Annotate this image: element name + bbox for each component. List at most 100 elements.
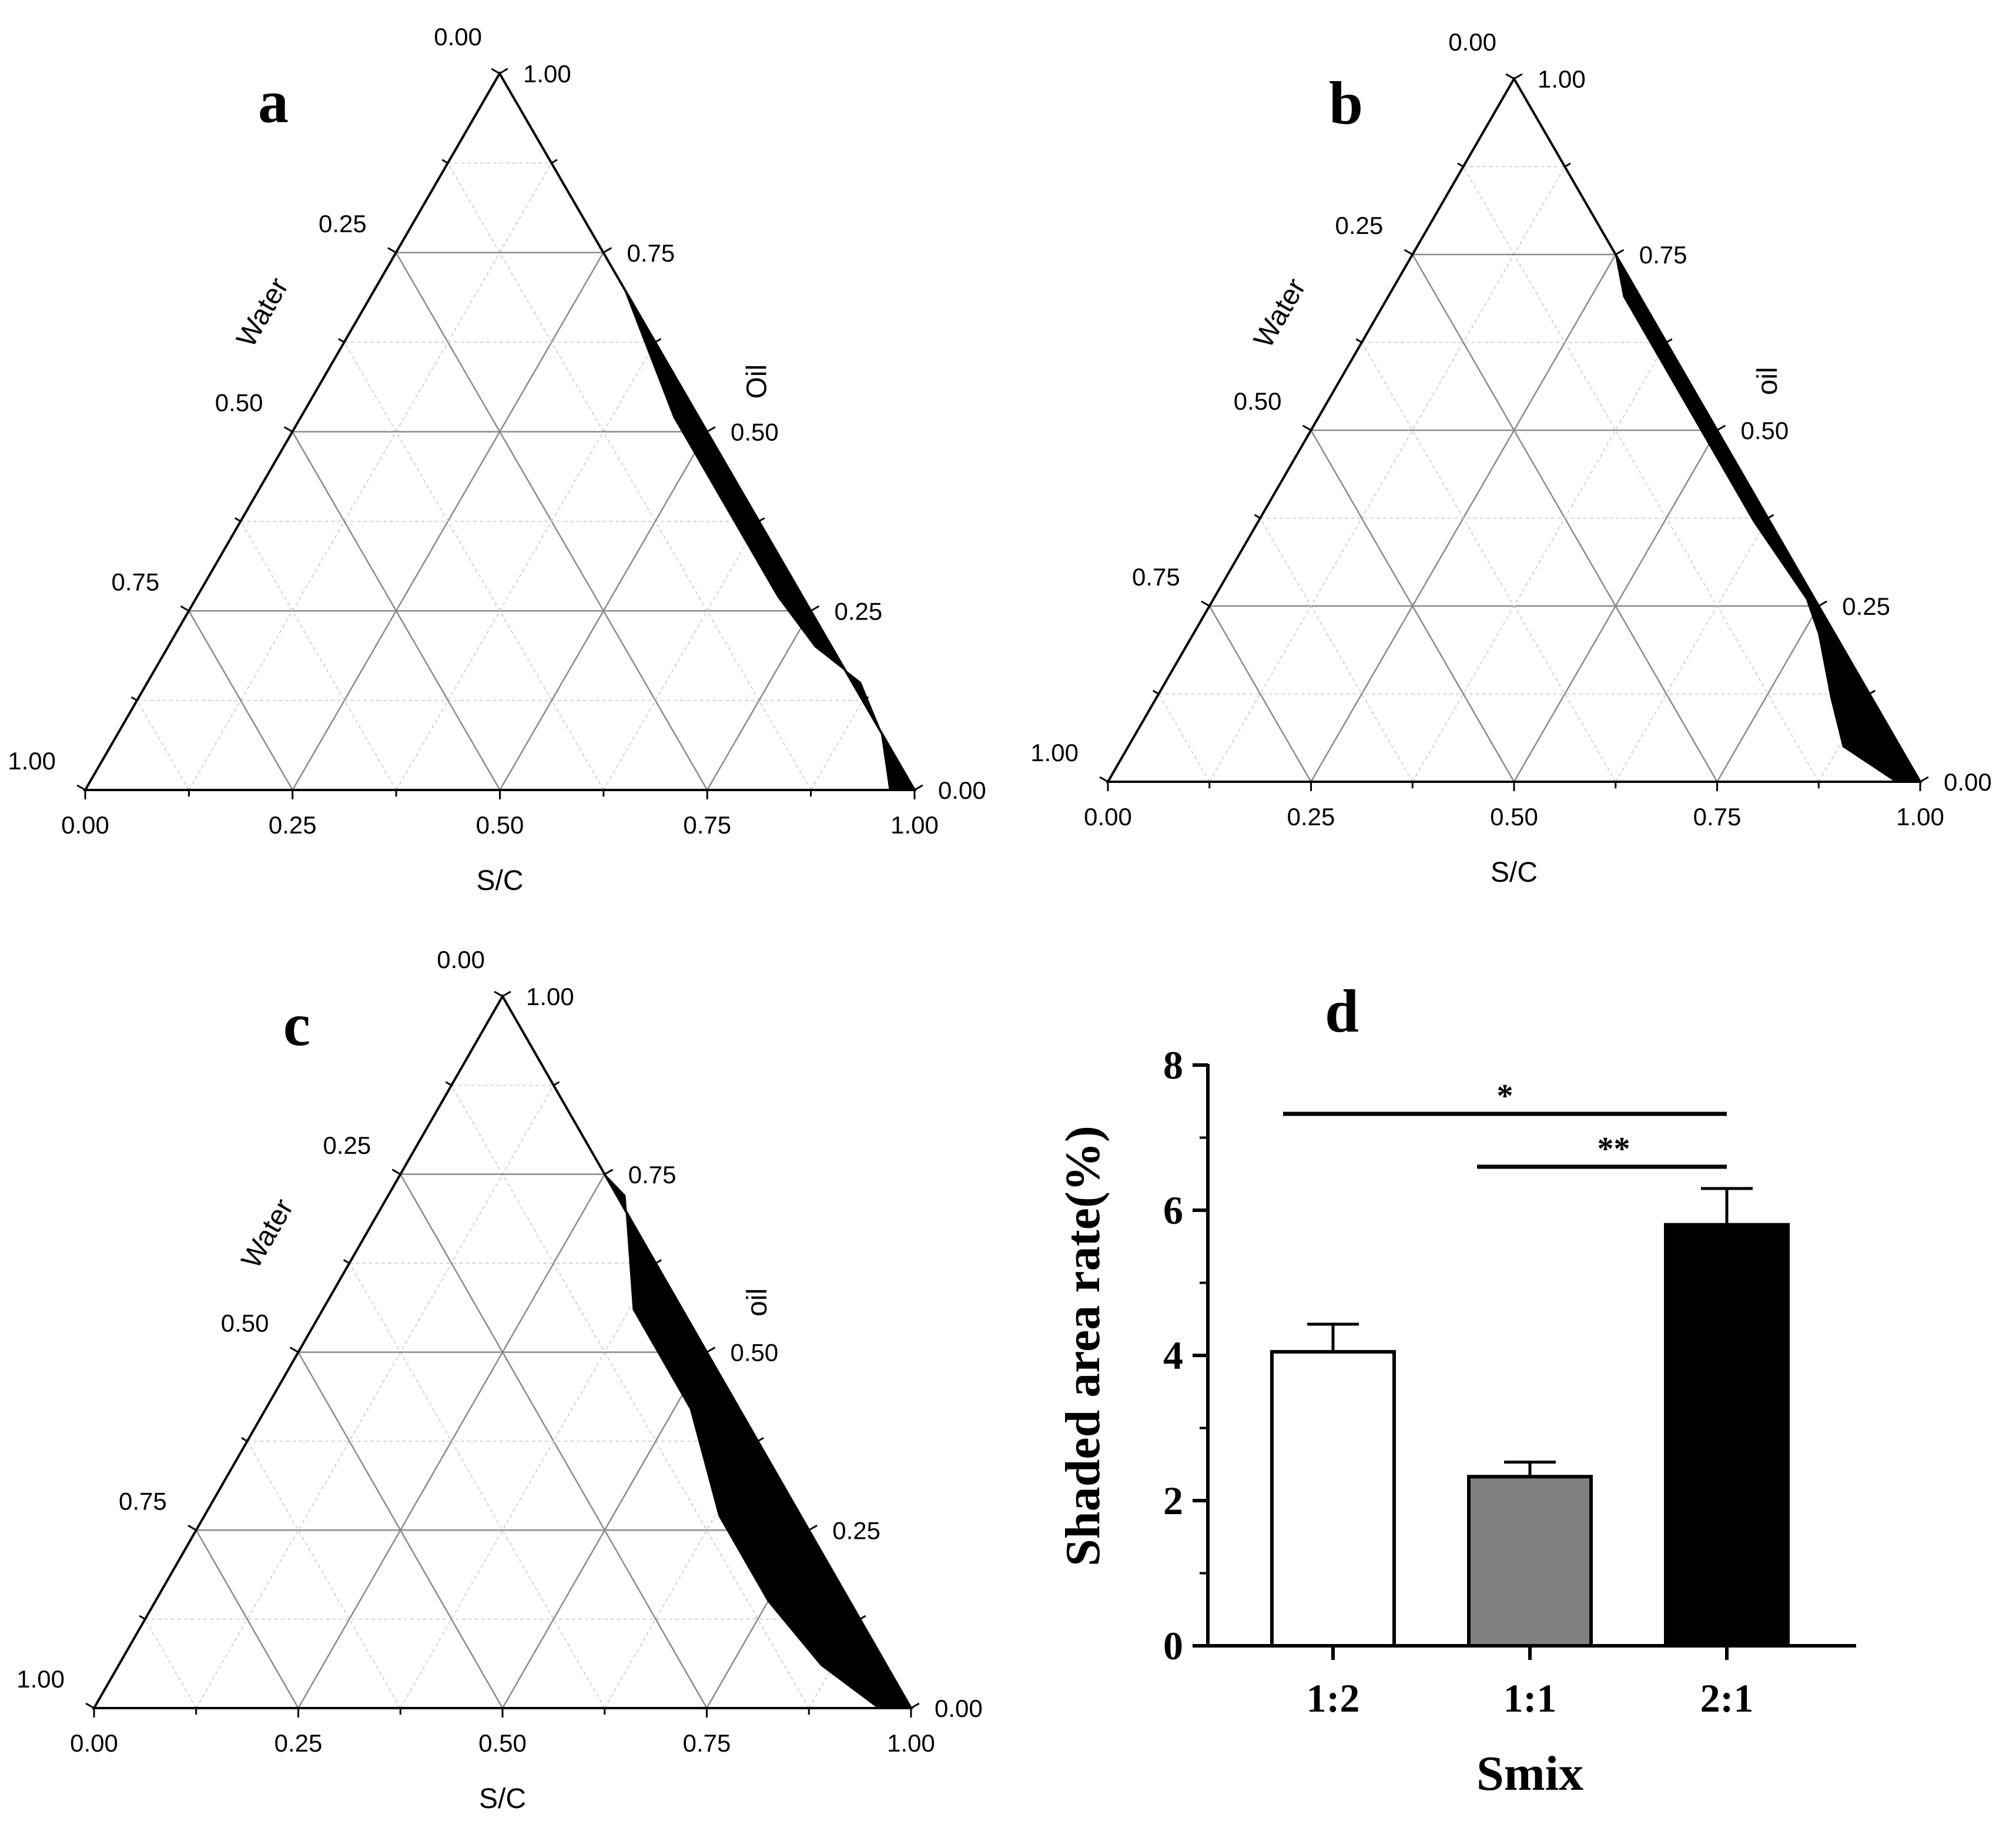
grid-line [1208,605,1312,782]
bottom-tick-label: 1.00 [890,811,939,839]
axis-tick [180,605,190,612]
grid-line [297,1351,504,1709]
grid-line [195,1529,299,1709]
axis-tick [494,990,503,997]
y-tick-label: 8 [1163,1043,1183,1087]
bottom-tick-label: 1.00 [887,1729,935,1757]
ternary-panel-c: 0.00 0.25 0.50 0.75 1.000.000.250.500.751.00… [16,946,983,1814]
right-tick-label: 1.00 [523,60,571,88]
x-axis-title: Smix [1476,1746,1583,1801]
bottom-tick-label: 0.00 [1084,803,1132,831]
axis-tick [910,1702,920,1709]
axis-tick [1505,73,1515,80]
axis-tick [1868,689,1876,695]
y-tick-label: 6 [1163,1188,1183,1233]
x-tick-label: 1:1 [1503,1676,1557,1720]
right-tick-label: 0.50 [1741,417,1789,444]
right-axis-title: oil [742,1288,773,1317]
grid-line [240,521,397,791]
right-tick-label: 0.50 [731,419,779,446]
axis-tick [130,696,138,701]
right-axis-title: oil [1752,367,1783,395]
right-tick-label: 1.00 [526,983,574,1010]
axis-tick [1152,689,1160,695]
left-tick-label: 0.75 [119,1487,167,1515]
axis-tick [139,1615,146,1620]
axis-tick [553,1081,560,1086]
axis-tick [1818,600,1827,607]
axis-tick [1302,424,1312,431]
axis-tick [234,517,242,523]
bottom-tick-label: 0.25 [274,1729,323,1757]
left-tick-label: 0.00 [434,23,482,51]
bar-2:1 [1664,1223,1790,1648]
left-tick-label: 0.50 [221,1310,269,1337]
grid-line [499,431,708,791]
bottom-tick-label: 0.50 [1490,803,1538,831]
grid-line [1158,694,1210,782]
bottom-tick-label: 0.75 [683,1729,731,1757]
left-tick-label: 0.00 [1448,28,1496,56]
axis-tick [1201,600,1210,607]
axis-tick [655,1259,662,1264]
grid-line [1513,430,1718,782]
axis-tick [241,1437,248,1442]
left-tick-label: 0.25 [323,1131,371,1159]
significance-label: ** [1598,1131,1630,1167]
grid-line [297,1174,605,1709]
grid-line [396,342,656,791]
axis-tick [343,1259,350,1264]
right-tick-label: 0.25 [835,597,883,625]
ternary-panel-a: 0.00 0.25 0.50 0.75 1.00 0.00 0.25 0.50 0.75 1.00… [8,23,986,896]
left-tick-label: 0.50 [1234,387,1282,415]
grid-line [1310,430,1515,782]
axis-tick [757,1437,764,1442]
axis-tick [1099,776,1109,783]
grid-line [1716,605,1820,782]
grid-line [188,610,293,791]
axis-tick [1666,338,1673,343]
axis-tick [502,990,511,997]
left-tick-label: 0.75 [112,568,160,595]
bottom-tick-label: 0.00 [61,811,109,839]
axis-tick [602,247,612,254]
grid-line [136,700,190,791]
left-tick-label: 0.25 [1335,212,1384,239]
grid-line [188,162,552,791]
axis-tick [1920,776,1929,783]
axis-tick [1457,162,1464,168]
grid-line [400,1263,657,1709]
right-tick-label: 0.75 [628,1161,677,1188]
grid-line [1615,518,1769,782]
axis-tick [76,784,86,791]
left-tick-label: 1.00 [16,1665,65,1693]
grid-line [292,431,501,791]
left-tick-label: 1.00 [8,747,56,775]
axis-tick [808,1524,818,1531]
grid-line [810,700,863,791]
left-axis-title: Water [236,1194,300,1274]
axis-tick [1767,514,1774,519]
y-tick-label: 0 [1163,1623,1183,1668]
axis-tick [706,1347,716,1353]
grid-line [1361,342,1616,782]
axis-tick [654,338,662,343]
bottom-tick-label: 0.75 [1693,803,1742,831]
panel-letter: a [258,68,289,136]
grid-line [1208,166,1566,782]
axis-tick [1615,249,1625,256]
left-tick-label: 0.25 [319,210,367,237]
ternary-panel-b: 0.00 0.25 0.50 0.75 1.000.000.250.500.751.00… [1030,28,1992,888]
x-tick-label: 2:1 [1700,1676,1754,1720]
grid-line [501,1351,708,1709]
axis-tick [289,1347,299,1353]
significance-label: * [1497,1078,1513,1114]
left-tick-label: 1.00 [1030,739,1079,766]
grid-line [706,610,812,791]
axis-tick [387,247,397,254]
grid-line [246,1441,401,1709]
axis-tick [187,1524,197,1531]
bottom-tick-label: 1.00 [1896,803,1944,831]
bottom-tick-label: 0.00 [70,1729,118,1757]
